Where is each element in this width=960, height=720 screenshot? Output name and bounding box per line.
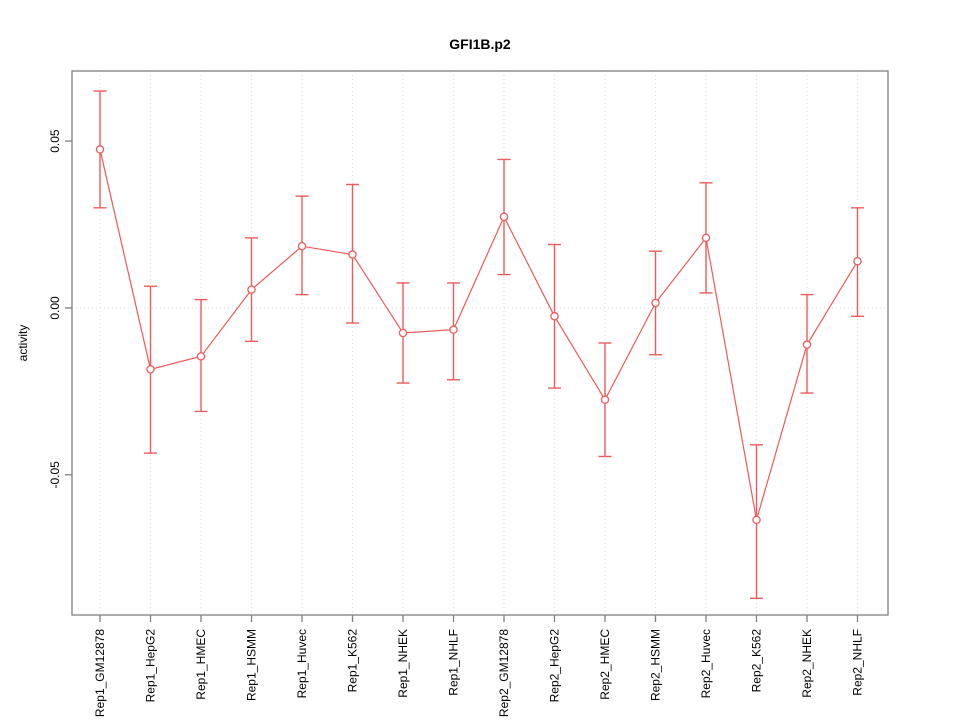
x-tick-label: Rep1_HepG2 [144,629,158,703]
x-tick-label: Rep1_GM12878 [93,629,107,717]
x-tick-label: Rep1_HSMM [245,629,259,701]
x-tick-labels: Rep1_GM12878 Rep1_HepG2 Rep1_HMEC Rep1_HSMM… [93,629,865,717]
chart-title: GFI1B.p2 [449,36,511,52]
data-point [449,325,458,334]
gridlines [72,71,888,615]
x-tick-label: Rep2_Huvec [699,629,713,698]
data-point [297,241,307,251]
data-point [196,352,206,361]
plot-border [71,70,889,616]
data-point [146,365,155,374]
x-tick-label: Rep2_HSMM [649,629,663,701]
x-tick-label: Rep2_GM12878 [497,629,511,717]
data-point [701,233,711,243]
y-axis-ticks [65,140,72,476]
data-point [95,145,105,154]
series-polyline [99,149,859,521]
y-tick-label: 0.05 [48,129,62,153]
x-tick-label: Rep1_K562 [346,629,360,693]
x-tick-label: Rep1_NHLF [447,629,461,696]
data-point [247,285,256,294]
x-tick-label: Rep1_NHEK [396,629,410,698]
data-point [499,212,509,222]
y-axis-label: activity [16,325,30,362]
x-tick-label: Rep1_HMEC [194,629,208,700]
data-points [95,145,862,525]
x-tick-label: Rep2_HepG2 [548,629,562,703]
x-tick-label: Rep2_K562 [750,629,764,693]
data-point [651,298,660,308]
data-point [550,312,559,321]
data-point [600,395,610,404]
data-point [752,515,761,525]
error-bars [93,90,864,600]
x-tick-label: Rep2_NHEK [800,629,814,698]
y-tick-label: 0.00 [48,296,62,320]
x-tick-label: Rep2_HMEC [598,629,612,700]
data-point [348,250,357,259]
x-tick-label: Rep1_Huvec [295,629,309,698]
x-axis-ticks [99,615,859,622]
data-point [802,340,812,349]
series-line [99,149,859,521]
data-point [853,256,862,266]
y-tick-labels: 0.05 0.00 -0.05 [48,129,62,488]
y-tick-label: -0.05 [48,461,62,489]
data-point [398,328,408,338]
x-tick-label: Rep2_NHLF [851,629,865,696]
